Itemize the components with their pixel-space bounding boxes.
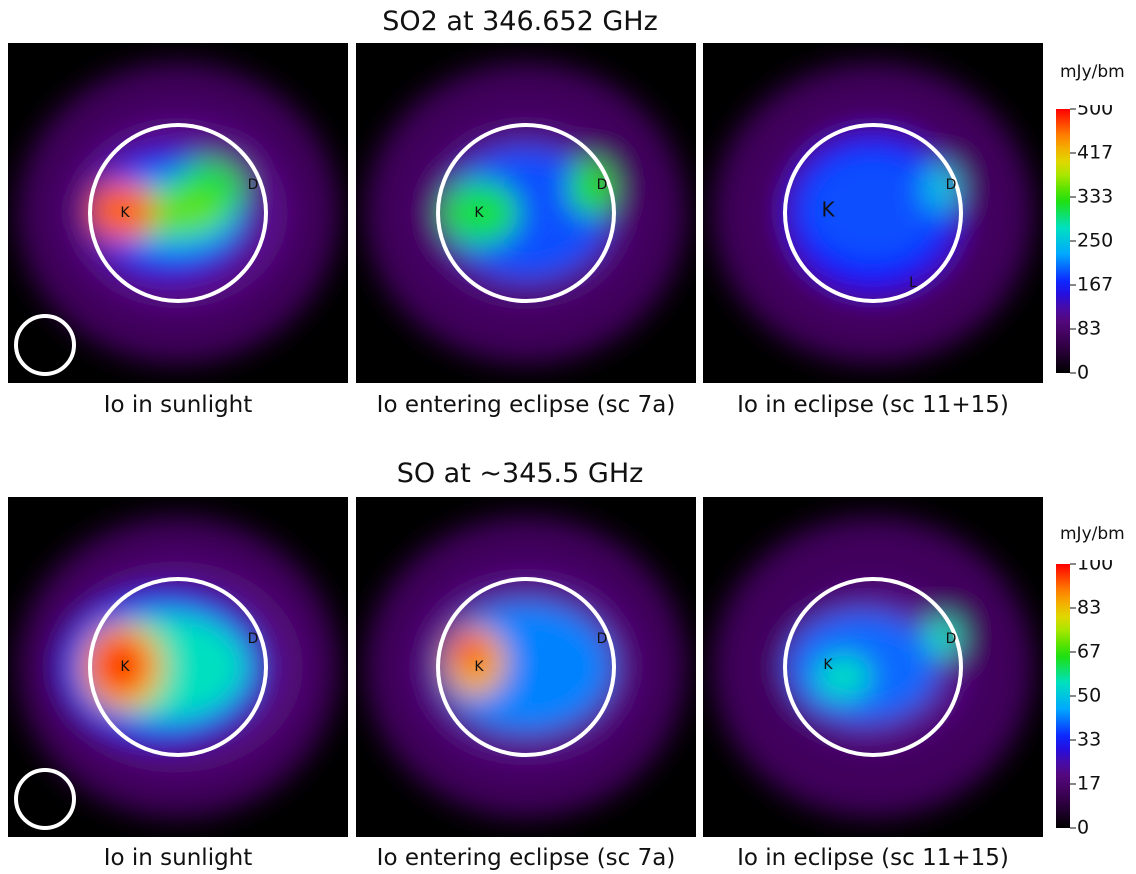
feature-marker: K bbox=[823, 657, 833, 673]
panel-caption: Io in sunlight bbox=[103, 845, 253, 871]
emission-contour bbox=[91, 181, 155, 241]
panel-caption: Io entering eclipse (sc 7a) bbox=[376, 392, 676, 418]
feature-marker: D bbox=[248, 177, 259, 193]
colorbar: 500 417 333 250 167 83 0 bbox=[1056, 105, 1113, 384]
colorbar: 100 83 67 50 33 17 0 bbox=[1056, 560, 1113, 839]
emission-contour bbox=[444, 147, 608, 279]
feature-marker: D bbox=[248, 631, 259, 647]
colorbar-tick-label: 500 bbox=[1077, 105, 1113, 120]
intensity-map: KD bbox=[703, 497, 1043, 837]
map-panel: K D L bbox=[703, 43, 1043, 383]
emission-contour bbox=[90, 633, 150, 697]
intensity-map: KD bbox=[356, 43, 696, 383]
io-disk-outline bbox=[88, 123, 268, 303]
panel-caption: Io entering eclipse (sc 7a) bbox=[376, 845, 676, 871]
colorbar-unit: mJy/bm bbox=[1060, 62, 1125, 82]
feature-marker: D bbox=[597, 177, 608, 193]
feature-marker: D bbox=[597, 631, 608, 647]
colorbar-tick-label: 83 bbox=[1077, 597, 1101, 619]
panel-caption: Io in sunlight bbox=[103, 392, 253, 418]
feature-marker: K bbox=[474, 205, 484, 221]
colorbar-tick-label: 333 bbox=[1077, 186, 1113, 208]
io-disk-outline bbox=[436, 577, 616, 757]
colorbar-tick-label: 167 bbox=[1077, 274, 1113, 296]
panel-caption: Io in eclipse (sc 11+15) bbox=[737, 845, 1009, 871]
colorbar-tick-label: 83 bbox=[1077, 318, 1101, 340]
colorbar-tick-label: 17 bbox=[1077, 773, 1101, 795]
feature-marker: K bbox=[821, 198, 835, 222]
emission-contour bbox=[569, 160, 613, 216]
colorbar-gradient bbox=[1056, 109, 1070, 373]
row-title: SO2 at 346.652 GHz bbox=[382, 6, 658, 37]
intensity-map: KD bbox=[356, 497, 696, 837]
emission-contour bbox=[815, 655, 871, 699]
colorbar-tick-label: 250 bbox=[1077, 230, 1113, 252]
colorbar-tick-label: 417 bbox=[1077, 142, 1113, 164]
io-disk-outline bbox=[436, 123, 616, 303]
colorbar-unit: mJy/bm bbox=[1060, 524, 1125, 544]
feature-marker: D bbox=[946, 631, 957, 647]
colorbar-gradient bbox=[1056, 564, 1070, 828]
panel-caption: Io in eclipse (sc 11+15) bbox=[737, 392, 1009, 418]
beam-circle bbox=[14, 768, 76, 830]
emission-contour bbox=[443, 181, 519, 245]
io-disk-outline bbox=[783, 577, 963, 757]
colorbar-tick-label: 0 bbox=[1077, 817, 1089, 839]
colorbar-tick-label: 67 bbox=[1077, 641, 1101, 663]
feature-marker: K bbox=[120, 659, 130, 675]
emission-contour bbox=[923, 164, 959, 212]
colorbar-tick-label: 0 bbox=[1077, 362, 1089, 384]
emission-contour bbox=[803, 153, 943, 263]
intensity-map: KD bbox=[8, 43, 348, 383]
feature-marker: K bbox=[474, 659, 484, 675]
emission-contour bbox=[455, 634, 487, 670]
intensity-map: K D L bbox=[703, 43, 1043, 383]
io-disk-outline bbox=[783, 123, 963, 303]
row-title: SO at ~345.5 GHz bbox=[396, 458, 644, 489]
feature-marker: K bbox=[120, 205, 130, 221]
beam-circle bbox=[14, 314, 76, 376]
colorbar-tick-label: 100 bbox=[1077, 560, 1113, 575]
io-disk-outline bbox=[88, 577, 268, 757]
feature-marker: L bbox=[909, 275, 917, 291]
intensity-map: KD bbox=[8, 497, 348, 837]
colorbar-tick-label: 33 bbox=[1077, 729, 1101, 751]
colorbar-tick-label: 50 bbox=[1077, 685, 1101, 707]
feature-marker: D bbox=[946, 177, 957, 193]
